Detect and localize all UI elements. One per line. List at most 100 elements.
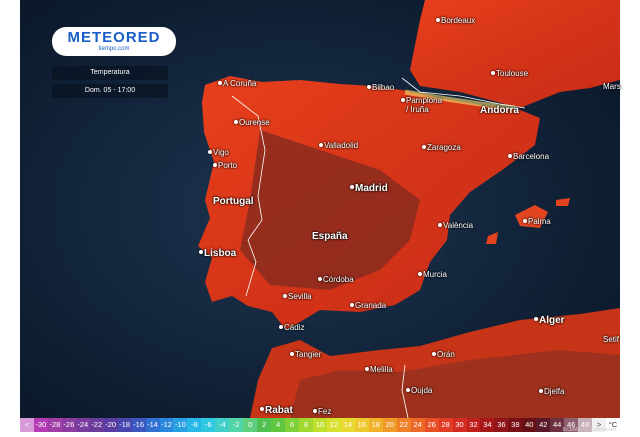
city-label: Rabat (265, 405, 293, 416)
city-dot (283, 294, 287, 298)
city-label: Porto (218, 161, 238, 170)
legend-step: 30 (452, 418, 467, 432)
city-label: España (312, 231, 348, 242)
legend-step: 20 (382, 418, 397, 432)
city-dot (508, 154, 512, 158)
ibiza (486, 232, 498, 244)
legend-step: 38 (508, 418, 523, 432)
legend-step: -22 (89, 418, 104, 432)
city-label: Tangier (295, 350, 322, 359)
city-dot (534, 317, 538, 321)
city-label: Valladolid (324, 141, 359, 150)
legend-step: 4 (271, 418, 286, 432)
city-dot (319, 143, 323, 147)
legend-step: 24 (410, 418, 425, 432)
city-dot (208, 150, 212, 154)
city-label: Oujda (411, 386, 433, 395)
city-label: Madrid (355, 183, 388, 194)
city-dot (539, 389, 543, 393)
france (410, 0, 620, 108)
city-dot (218, 81, 222, 85)
city-label: Granada (355, 301, 387, 310)
legend-step: 0 (243, 418, 258, 432)
legend-step: 26 (424, 418, 439, 432)
city-label: Bilbao (372, 83, 395, 92)
city-label: Ourense (239, 118, 270, 127)
city-dot (422, 145, 426, 149)
legend-step: 40 (522, 418, 537, 432)
legend-step: 32 (466, 418, 481, 432)
city-dot (491, 71, 495, 75)
credit: ECMWF by © Meteored (562, 427, 616, 433)
legend-step: 18 (368, 418, 383, 432)
city-label: Cádiz (284, 323, 305, 332)
city-label: A Coruña (223, 79, 257, 88)
legend-step: 22 (396, 418, 411, 432)
meseta (240, 130, 420, 290)
legend-step: 10 (313, 418, 327, 432)
time-label: Dom. 05 - 17:00 (52, 84, 168, 98)
city-label: Sevilla (288, 292, 312, 301)
city-label: Bordeaux (441, 16, 476, 25)
city-label: Toulouse (496, 69, 529, 78)
city-label: Vigo (213, 148, 229, 157)
city-dot (234, 120, 238, 124)
legend-step: 48 (578, 418, 593, 432)
city-label: Lisboa (204, 248, 237, 259)
city-dot (260, 407, 264, 411)
legend-step: -10 (173, 418, 188, 432)
city-dot (406, 388, 410, 392)
city-label: Andorra (480, 105, 519, 116)
legend-step: -4 (215, 418, 230, 432)
city-dot (350, 185, 354, 189)
legend-step: 34 (480, 418, 495, 432)
city-dot (367, 85, 371, 89)
city-label: Fez (318, 407, 332, 416)
city-label: Córdoba (323, 275, 354, 284)
city-dot (401, 98, 405, 102)
legend-step: 46 (564, 418, 579, 432)
legend-step: -16 (131, 418, 146, 432)
city-label: València (443, 221, 474, 230)
city-label: Portugal (213, 196, 254, 207)
legend-step: -6 (201, 418, 216, 432)
morocco-border (401, 364, 409, 419)
city-label: Melilla (370, 365, 393, 374)
legend-step: -8 (187, 418, 202, 432)
portugal-border (231, 95, 266, 297)
legend-step: 36 (494, 418, 509, 432)
logo-subtext: tiempo.com (98, 46, 130, 52)
logo: METEORED tiempo.com (52, 27, 176, 56)
atlas-highlands (290, 350, 620, 418)
city-label: Alger (539, 315, 565, 326)
legend-step: 2 (257, 418, 272, 432)
city-dot (290, 352, 294, 356)
city-dot (365, 367, 369, 371)
city-dot (436, 18, 440, 22)
city-label: Pamplona / Iruña (406, 96, 443, 114)
variable-label: Temperatura (52, 66, 168, 80)
city-dot (523, 219, 527, 223)
legend-step: -2 (229, 418, 244, 432)
legend-step: 44 (550, 418, 565, 432)
legend-low: < (20, 418, 34, 432)
legend-step: 8 (299, 418, 314, 432)
city-dot (350, 303, 354, 307)
legend-step: 28 (438, 418, 453, 432)
city-dot (279, 325, 283, 329)
legend-step: -28 (47, 418, 62, 432)
legend-step: -26 (61, 418, 76, 432)
legend-step: 42 (536, 418, 551, 432)
legend-unit: °C (606, 418, 620, 432)
city-label: Barcelona (513, 152, 550, 161)
city-label: Murcia (423, 270, 448, 279)
city-label: Djelfa (544, 387, 565, 396)
city-label: Mars (603, 82, 621, 91)
legend-high: > (592, 418, 607, 432)
legend-step: 14 (340, 418, 355, 432)
city-dot (318, 277, 322, 281)
temperature-legend: < -30 -28 -26 -24 -22 -20 -18 -16 -14 -12 -10 -8 -6 -4… (20, 418, 620, 432)
legend-step: -12 (159, 418, 174, 432)
